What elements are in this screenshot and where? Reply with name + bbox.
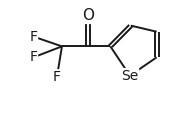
- Text: F: F: [53, 70, 61, 84]
- Text: O: O: [82, 8, 94, 23]
- Text: F: F: [30, 30, 37, 44]
- Text: Se: Se: [121, 69, 138, 83]
- Text: F: F: [30, 50, 37, 64]
